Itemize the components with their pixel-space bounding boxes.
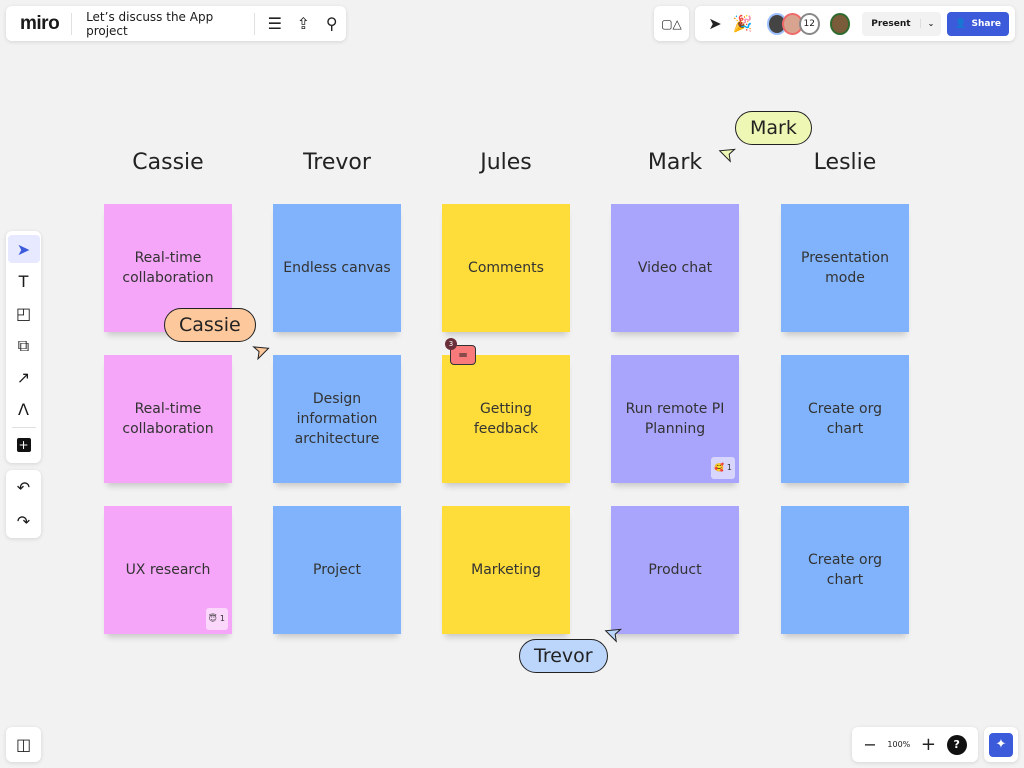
sticky-note-text: Marketing bbox=[471, 562, 541, 578]
sticky-note[interactable]: Design information architecture bbox=[273, 355, 401, 483]
sticky-note[interactable]: Real-time collaboration bbox=[104, 355, 232, 483]
help-icon[interactable]: ? bbox=[946, 734, 967, 755]
share-label: Share bbox=[971, 18, 1001, 29]
sticky-note[interactable]: Create org chart bbox=[781, 506, 909, 634]
ai-assistant-button[interactable]: ✦ bbox=[984, 727, 1018, 762]
select-tool[interactable]: ➤ bbox=[7, 235, 40, 264]
avatar[interactable] bbox=[829, 12, 851, 35]
board-header: miro Let’s discuss the App project ☰ ⇪ ⚲ bbox=[6, 6, 346, 41]
cursor-pointer-icon: ➤ bbox=[600, 619, 625, 649]
present-label: Present bbox=[871, 18, 911, 29]
apps-icon: ▢△ bbox=[661, 16, 682, 31]
divider bbox=[11, 426, 36, 428]
toolbar: ➤ T ◰ ⧉ ↗ Λ + bbox=[6, 231, 41, 463]
zoom-level[interactable]: 100% bbox=[887, 740, 911, 749]
reaction-count: 1 bbox=[726, 463, 732, 472]
sticky-note-text: Create org chart bbox=[808, 552, 882, 588]
sticky-note-text: Project bbox=[313, 562, 361, 578]
sticky-note-text: Run remote PI Planning bbox=[625, 401, 725, 437]
sticky-note-text: Product bbox=[648, 562, 702, 578]
collaborator-count[interactable]: 12 bbox=[798, 12, 820, 35]
cursor-filter-icon[interactable]: ➤ bbox=[708, 14, 722, 33]
sticky-note-tool[interactable]: ◰ bbox=[15, 303, 32, 323]
apps-button[interactable]: ▢△ bbox=[654, 6, 689, 41]
sticky-note[interactable]: Product bbox=[611, 506, 739, 634]
cursor-label-mark: Mark bbox=[735, 111, 812, 145]
reaction-badge[interactable]: 🥰 1 bbox=[710, 457, 735, 479]
arrow-tool[interactable]: ↗ bbox=[16, 368, 31, 388]
reaction-badge[interactable]: 😇 1 bbox=[205, 608, 228, 630]
celebrate-icon[interactable]: 🎉 bbox=[732, 14, 753, 33]
sticky-note[interactable]: Create org chart bbox=[781, 355, 909, 483]
column-heading: Jules bbox=[480, 150, 532, 175]
sidebar-icon: ◫ bbox=[15, 735, 32, 754]
share-button[interactable]: 👤 Share bbox=[947, 11, 1009, 36]
zoom-out-icon[interactable]: − bbox=[863, 735, 877, 754]
menu-icon[interactable]: ☰ bbox=[267, 14, 282, 33]
history-toolbar: ↶ ↷ bbox=[6, 470, 41, 538]
zoom-in-icon[interactable]: + bbox=[920, 734, 937, 755]
cursor-pointer-icon: ➤ bbox=[249, 335, 274, 365]
zoom-controls: − 100% + ? bbox=[852, 727, 978, 762]
sticky-note[interactable]: Run remote PI Planning 🥰 1 bbox=[611, 355, 739, 483]
pen-tool[interactable]: Λ bbox=[18, 400, 29, 420]
sticky-note-text: Comments bbox=[468, 260, 544, 276]
redo-icon[interactable]: ↷ bbox=[16, 511, 31, 531]
reaction-emoji: 😇 bbox=[208, 614, 217, 623]
divider bbox=[71, 12, 73, 35]
upload-icon[interactable]: ⇪ bbox=[296, 14, 310, 33]
sticky-note[interactable]: Endless canvas bbox=[273, 204, 401, 332]
divider bbox=[253, 12, 255, 35]
sticky-note-text: Create org chart bbox=[808, 401, 882, 437]
reaction-emoji: 🥰 bbox=[713, 463, 724, 472]
sticky-note[interactable]: Video chat bbox=[611, 204, 739, 332]
cursor-label-trevor: Trevor bbox=[519, 639, 608, 673]
column-heading: Mark bbox=[647, 150, 703, 175]
sticky-note-text: Design information architecture bbox=[294, 391, 380, 447]
sticky-note[interactable]: Getting feedback bbox=[442, 355, 570, 483]
sticky-note[interactable]: UX research 😇 1 bbox=[104, 506, 232, 634]
present-button[interactable]: Present ⌄ bbox=[862, 11, 942, 36]
reaction-count: 1 bbox=[219, 614, 225, 623]
sticky-note-text: Real-time collaboration bbox=[122, 250, 214, 286]
plus-icon: + bbox=[16, 437, 31, 452]
more-tools-button[interactable]: + bbox=[8, 431, 40, 459]
user-icon: 👤 bbox=[955, 18, 967, 29]
comment-count-badge: 3 bbox=[445, 338, 457, 350]
board-title[interactable]: Let’s discuss the App project bbox=[86, 9, 214, 38]
sticky-note[interactable]: Comments bbox=[442, 204, 570, 332]
chevron-down-icon[interactable]: ⌄ bbox=[919, 19, 942, 28]
sticky-note[interactable]: Presentation mode bbox=[781, 204, 909, 332]
sticky-note-text: Real-time collaboration bbox=[122, 401, 214, 437]
sparkle-icon: ✦ bbox=[989, 732, 1013, 757]
collaboration-bar: ➤ 🎉 12 Present ⌄ 👤 Share bbox=[695, 6, 1015, 41]
panels-toggle[interactable]: ◫ bbox=[6, 727, 41, 762]
column-heading: Cassie bbox=[132, 150, 204, 175]
text-tool[interactable]: T bbox=[18, 271, 29, 291]
sticky-note[interactable]: Marketing bbox=[442, 506, 570, 634]
sticky-note-text: UX research bbox=[125, 562, 211, 578]
search-icon[interactable]: ⚲ bbox=[325, 14, 338, 33]
sticky-note[interactable]: Project bbox=[273, 506, 401, 634]
sticky-note-text: Getting feedback bbox=[473, 401, 539, 437]
miro-logo[interactable]: miro bbox=[20, 12, 60, 34]
cursor-label-cassie: Cassie bbox=[164, 308, 256, 342]
column-heading: Trevor bbox=[303, 150, 371, 175]
comment-icon[interactable]: ═ bbox=[450, 345, 476, 365]
column-heading: Leslie bbox=[813, 150, 877, 175]
shapes-tool[interactable]: ⧉ bbox=[17, 335, 30, 355]
undo-icon[interactable]: ↶ bbox=[16, 477, 31, 497]
sticky-note-text: Video chat bbox=[637, 260, 713, 276]
sticky-note-text: Endless canvas bbox=[283, 260, 391, 276]
sticky-note-text: Presentation mode bbox=[801, 250, 889, 286]
